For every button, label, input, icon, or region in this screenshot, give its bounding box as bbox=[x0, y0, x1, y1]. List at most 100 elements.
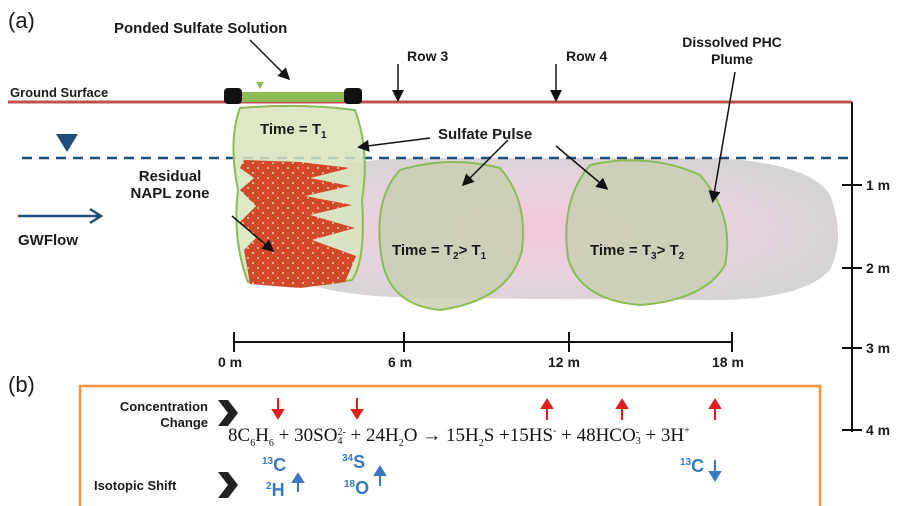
eq-sup: - bbox=[635, 426, 640, 438]
horizontal-scale-bar bbox=[233, 332, 733, 352]
berm-left bbox=[224, 88, 242, 104]
residual-line1: Residual bbox=[138, 168, 202, 185]
eq-sub: 2 bbox=[398, 437, 404, 449]
row3-label: Row 3 bbox=[407, 48, 449, 64]
isotope-s34: 34S bbox=[342, 452, 365, 473]
eq-part: + 24H bbox=[345, 425, 399, 446]
eq-sub: 6 bbox=[250, 437, 256, 449]
plume-arrow bbox=[708, 71, 736, 203]
gwflow-arrowhead bbox=[89, 207, 104, 225]
time3-sub: 3 bbox=[651, 251, 657, 262]
residual-napl-label: Residual NAPL zone bbox=[120, 168, 220, 202]
iso-sup: 13 bbox=[262, 456, 274, 467]
time2-sub2: 1 bbox=[480, 251, 487, 262]
isotope-o18: 18O bbox=[344, 478, 369, 499]
time2-sub: 2 bbox=[453, 251, 459, 262]
hscale-tick-label: 6 m bbox=[388, 354, 413, 370]
red-arrows bbox=[271, 398, 722, 420]
sulfate-pulse-t3 bbox=[565, 159, 729, 307]
ponded-sulfate-label: Ponded Sulfate Solution bbox=[114, 20, 288, 37]
time1-arrow bbox=[357, 137, 431, 152]
hco3-charge: -3 bbox=[635, 426, 641, 447]
iso-el: S bbox=[353, 452, 366, 472]
eq-sub: 3 bbox=[635, 435, 641, 447]
vscale-tick-label: 1 m bbox=[866, 177, 891, 193]
pool-water-marker bbox=[256, 82, 264, 89]
pulse-arrow-t3 bbox=[555, 145, 609, 190]
eq-part: + 30SO bbox=[273, 425, 338, 446]
dissolved-plume-line2: Plume bbox=[710, 51, 753, 67]
ponded-solution-pool bbox=[238, 92, 348, 102]
eq-arrow: → bbox=[417, 425, 446, 446]
time2-label: Time = T2> T1 bbox=[392, 242, 486, 265]
vertical-scale-bar bbox=[842, 102, 862, 432]
time2-text-b: > T bbox=[458, 242, 481, 259]
napl-arrow bbox=[231, 215, 275, 252]
iso-el: H bbox=[271, 480, 285, 500]
vscale-tick-label: 4 m bbox=[866, 422, 891, 438]
time3-text: Time = T bbox=[590, 242, 651, 259]
residual-line2: NAPL zone bbox=[130, 185, 210, 202]
eq-part: 15H bbox=[445, 425, 479, 446]
row4-label: Row 4 bbox=[566, 48, 608, 64]
berm-right bbox=[344, 88, 362, 104]
iso-sup: 18 bbox=[344, 479, 356, 490]
reaction-equation: 8C6H6 + 30SO 2- 4 + 24H2O → 15H2S +15HS- +… bbox=[228, 425, 690, 449]
hscale-tick-label: 12 m bbox=[548, 354, 580, 370]
eq-part: +15HS bbox=[494, 425, 554, 446]
blue-arrows bbox=[291, 460, 722, 492]
gwflow-label: GWFlow bbox=[18, 232, 78, 249]
eq-sub: 2 bbox=[478, 437, 484, 449]
panel-b-label: (b) bbox=[8, 372, 35, 397]
eq-part: H bbox=[255, 425, 269, 446]
eq-part: S bbox=[483, 425, 495, 446]
vscale-tick-label: 2 m bbox=[866, 260, 891, 276]
eq-sup: + bbox=[684, 425, 690, 437]
hscale-tick-label: 18 m bbox=[712, 354, 744, 370]
water-table-symbol bbox=[56, 134, 78, 152]
sulfate-pulse-t2 bbox=[378, 160, 525, 312]
ground-surface-label: Ground Surface bbox=[10, 85, 109, 100]
isotope-c13-b: 13C bbox=[680, 456, 704, 477]
conc-line1: Concentration bbox=[119, 399, 208, 414]
isotope-c13: 13C bbox=[262, 455, 286, 476]
iso-el: O bbox=[355, 478, 370, 498]
eq-sub: 6 bbox=[268, 437, 274, 449]
conc-line2: Change bbox=[160, 415, 208, 430]
iso-el: C bbox=[691, 456, 705, 476]
eq-sub: 4 bbox=[337, 435, 343, 447]
time1-text: Time = T bbox=[260, 121, 321, 138]
isotope-h2: 2H bbox=[266, 480, 285, 501]
chevron-icon bbox=[218, 400, 238, 426]
eq-part: O bbox=[403, 425, 418, 446]
sulfate-pulse-label: Sulfate Pulse bbox=[438, 126, 533, 143]
time3-label: Time = T3> T2 bbox=[590, 242, 684, 265]
vscale-tick-label: 3 m bbox=[866, 340, 891, 356]
chevron-icon bbox=[218, 472, 238, 498]
eq-part: + 48HCO bbox=[556, 425, 636, 446]
eq-part: 8C bbox=[228, 425, 251, 446]
ponded-arrow bbox=[249, 39, 291, 81]
iso-sup: 34 bbox=[342, 453, 354, 464]
eq-sup: - bbox=[553, 425, 557, 437]
iso-sup: 2 bbox=[266, 481, 272, 492]
dissolved-plume-label: Dissolved PHC Plume bbox=[662, 34, 802, 68]
napl-zone-texture bbox=[240, 160, 356, 288]
panel-b-box bbox=[78, 384, 822, 506]
panel-a-label: (a) bbox=[8, 8, 35, 33]
eq-part: + 3H bbox=[640, 425, 685, 446]
time1-label: Time = T1 bbox=[260, 121, 327, 144]
iso-sup: 13 bbox=[680, 457, 692, 468]
concentration-change-label: Concentration Change bbox=[86, 399, 208, 431]
isotopic-shift-label: Isotopic Shift bbox=[94, 478, 177, 493]
time3-text-b: > T bbox=[656, 242, 679, 259]
eq-sup: 2- bbox=[337, 426, 346, 438]
time2-text: Time = T bbox=[392, 242, 453, 259]
so4-charge: 2- 4 bbox=[337, 426, 346, 447]
hscale-tick-label: 0 m bbox=[218, 354, 243, 370]
pulse-arrow-t2 bbox=[461, 139, 509, 187]
time3-sub2: 2 bbox=[678, 251, 685, 262]
iso-el: C bbox=[273, 455, 287, 475]
time1-sub: 1 bbox=[321, 130, 327, 141]
